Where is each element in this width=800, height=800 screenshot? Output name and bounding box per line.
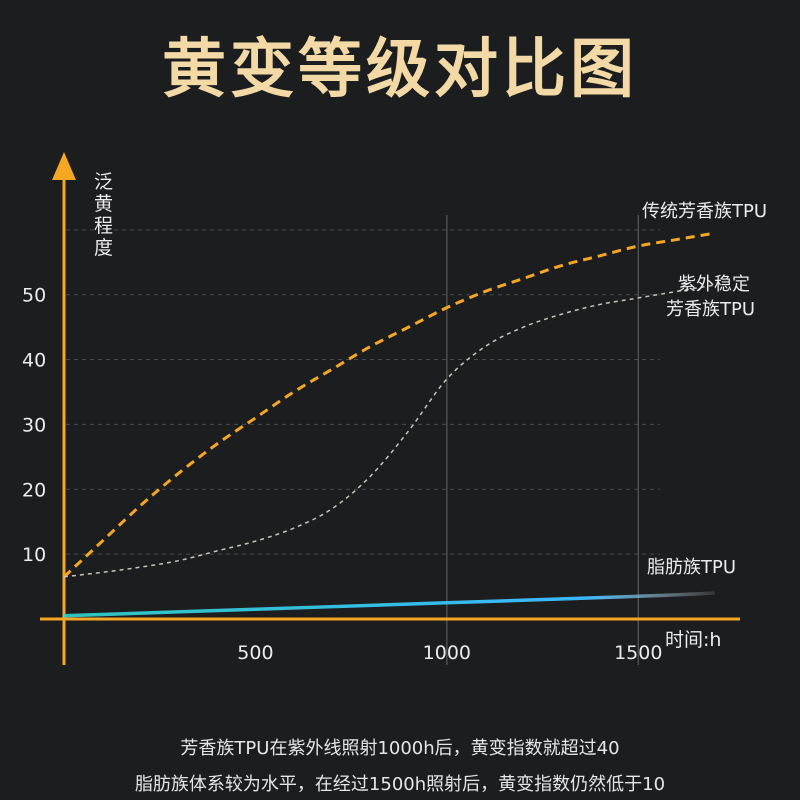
y-tick-label: 40 — [22, 350, 46, 372]
y-tick-label: 20 — [22, 479, 46, 501]
x-tick-label: 1500 — [614, 642, 662, 664]
y-tick-label: 30 — [22, 414, 46, 436]
y-tick-label: 50 — [22, 285, 46, 307]
series-line-aliphatic-tpu — [63, 591, 715, 618]
vertical-guide-lines — [446, 215, 639, 665]
y-tick-label: 10 — [22, 544, 46, 566]
x-axis-label: 时间:h — [665, 629, 721, 651]
x-tick-label: 1000 — [423, 642, 471, 664]
y-axis-label-char: 黄 — [94, 193, 113, 215]
page-title: 黄变等级对比图 — [162, 33, 638, 107]
x-tick-label: 500 — [237, 642, 273, 664]
series-label-traditional-aromatic-tpu: 传统芳香族TPU — [642, 201, 767, 222]
series-line-traditional-aromatic-tpu — [62, 231, 716, 578]
caption-line-2: 脂肪族体系较为水平，在经过1500h照射后，黄变指数仍然低于10 — [134, 774, 666, 795]
axes — [40, 152, 740, 665]
y-axis-label: 泛黄程度 — [94, 171, 113, 259]
y-axis-label-char: 度 — [94, 237, 113, 259]
caption-line-1: 芳香族TPU在紫外线照射1000h后，黄变指数就超过40 — [180, 738, 620, 759]
y-axis-label-char: 泛 — [94, 171, 113, 193]
y-axis-arrow — [52, 152, 76, 180]
series-line-uv-stable-aromatic-tpu — [63, 284, 715, 578]
series-label-uv-stable-aromatic-tpu: 紫外稳定芳香族TPU — [666, 274, 755, 320]
series-label-aliphatic-tpu: 脂肪族TPU — [647, 557, 736, 578]
y-axis-label-char: 程 — [94, 215, 113, 237]
grid-lines — [66, 229, 660, 555]
